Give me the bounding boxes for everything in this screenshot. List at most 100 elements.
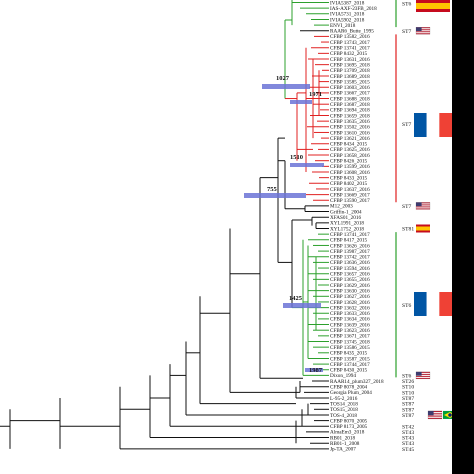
flag-stripe — [416, 371, 430, 373]
tip-label: CFBP 13586_2015 — [330, 345, 370, 351]
node-age-bars — [244, 84, 324, 372]
flag-stripe — [416, 204, 430, 206]
tip-label: CFBP 13694_2018 — [330, 108, 370, 114]
flag-stripe — [416, 27, 430, 29]
tip-label: CFBP 13695_2018 — [330, 62, 370, 68]
tree-branches — [0, 0, 329, 450]
tip-label: CFBP 13632_2016 — [330, 305, 370, 311]
flag-stripe — [426, 113, 440, 137]
flag-stripe — [416, 29, 430, 31]
flag-globe — [448, 413, 452, 417]
node-label: 755 — [267, 186, 278, 193]
flag-stripe — [428, 410, 442, 413]
tip-label: CFBP 13621_2016 — [330, 136, 370, 142]
st-label: ST45 — [402, 447, 414, 453]
st-label: ST6 — [402, 2, 412, 8]
usa-flag — [415, 202, 431, 210]
tip-label: CFBP 13987_2017 — [330, 249, 370, 255]
tip-label: CFBP 8434_2015 — [330, 142, 368, 148]
tip-labels: IVIA5387_2018IAS-AXF-23FB_2018IVIA5731_2… — [330, 0, 384, 452]
tip-label: Griffin-1_2004 — [330, 208, 362, 215]
flag-canton — [428, 410, 434, 416]
node-label: 1510 — [290, 154, 303, 161]
flag-stripe — [416, 377, 430, 379]
tip-label: CFBP 13628_2016 — [330, 300, 370, 306]
tip-label: CFBP 13635_2016 — [330, 119, 370, 125]
tip-label: CFBP 8173_2005 — [330, 424, 368, 430]
tip-label: CFBP 13671_2017 — [330, 334, 370, 340]
tip-label: AlmaEm3_2018 — [330, 430, 365, 436]
node-age-bar — [290, 163, 324, 167]
spain-flag — [416, 224, 430, 233]
flag-stripe — [414, 113, 427, 137]
tip-label: XYL1752_2018 — [330, 226, 364, 232]
right-edge-bar — [452, 0, 474, 474]
flag-canton — [416, 371, 422, 376]
node-label: 1425 — [289, 295, 303, 302]
st-label: ST87 — [402, 396, 414, 402]
tip-label: TOS-4_2018 — [330, 413, 357, 419]
flag-stripe — [428, 415, 442, 417]
node-age-bar — [290, 100, 312, 104]
node-label: 1971 — [309, 91, 322, 98]
tip-label: RB01_2018 — [330, 435, 355, 441]
tip-label: IVIA5731_2018 — [330, 12, 365, 18]
tip-label: IVIA5387_2018 — [330, 0, 365, 6]
st-label: ST6 — [402, 373, 412, 379]
tip-label: CFBP 8435_2015 — [330, 351, 368, 357]
flag-stripe — [416, 3, 450, 9]
node-age-bar — [262, 84, 310, 89]
tip-label: CFBP 13608_2016 — [330, 170, 370, 176]
tip-label: RAAR14_plum327_2018 — [330, 379, 384, 385]
flag-canton — [416, 27, 422, 32]
tip-label: CFBP 13655_2016 — [330, 277, 370, 283]
st-labels: ST6ST7ST7ST7ST81ST6ST6ST26ST10ST10ST87ST… — [402, 2, 414, 453]
st-label: ST87 — [402, 402, 414, 408]
tip-label: RB01-1_2008 — [330, 441, 360, 447]
flag-stripe — [439, 292, 452, 316]
tip-label: XFAS01_2016 — [330, 215, 361, 221]
tip-label: Dixon_1994 — [330, 373, 356, 379]
tip-label: CFBP 13629_2016 — [330, 283, 370, 289]
spain-flag — [416, 0, 450, 12]
tip-label: CFBP 13631_2016 — [330, 57, 370, 63]
tip-label: CFBP 8433_2015 — [330, 175, 368, 181]
usa-flag — [427, 410, 443, 420]
tip-label: CFBP 13689_2018 — [330, 74, 370, 80]
st-label: ST10 — [402, 390, 414, 396]
tip-label: CFBP 13603_2016 — [330, 85, 370, 91]
st-label: ST7 — [402, 122, 412, 128]
tip-label: CFBP 13587_2015 — [330, 356, 370, 362]
usa-flag — [415, 371, 431, 380]
tip-label: CFBP 8402_2015 — [330, 181, 368, 187]
flag-stripe — [414, 292, 427, 316]
tip-label: CFBP 13634_2016 — [330, 317, 370, 323]
tip-label: CFBP 13590_2017 — [330, 198, 370, 204]
tip-label: CFBP 13636_2016 — [330, 260, 370, 266]
tip-label: CFBP 8070_2005 — [330, 418, 368, 424]
france-flag — [414, 292, 452, 316]
st-label: ST43 — [402, 436, 414, 442]
node-labels: 1027 1971 1510 755 1425 1987 — [267, 75, 323, 374]
tip-label: CFBP 13637_2016 — [330, 187, 370, 193]
flag-stripe — [416, 208, 430, 210]
tip-label: CFBP 13709_2018 — [330, 68, 370, 74]
flag-stripe — [416, 31, 430, 33]
flag-stripe — [416, 375, 430, 377]
st-label: ST87 — [402, 407, 414, 413]
tip-label: CFBP 8078_2004 — [330, 385, 368, 391]
tip-label: CFBP 13623_2016 — [330, 328, 370, 334]
tip-label: CFBP 13626_2016 — [330, 243, 370, 249]
node-age-bar — [305, 368, 323, 372]
tip-label: CFBP 8432_2015 — [330, 51, 368, 57]
flag-stripe — [416, 226, 430, 231]
tip-label: CFBP 13741_2017 — [330, 46, 370, 52]
tip-label: Georgia Plum_2004 — [330, 390, 372, 396]
tip-label: CFBP 13743_2017 — [330, 40, 370, 46]
tip-label: CFBP 13659_2018 — [330, 113, 370, 119]
tip-label: IAS-AXF-23FB_2018 — [330, 6, 377, 12]
tip-label: CFBP 13627_2016 — [330, 294, 370, 300]
st-label: ST81 — [402, 227, 414, 233]
st-label: ST6 — [402, 303, 412, 309]
